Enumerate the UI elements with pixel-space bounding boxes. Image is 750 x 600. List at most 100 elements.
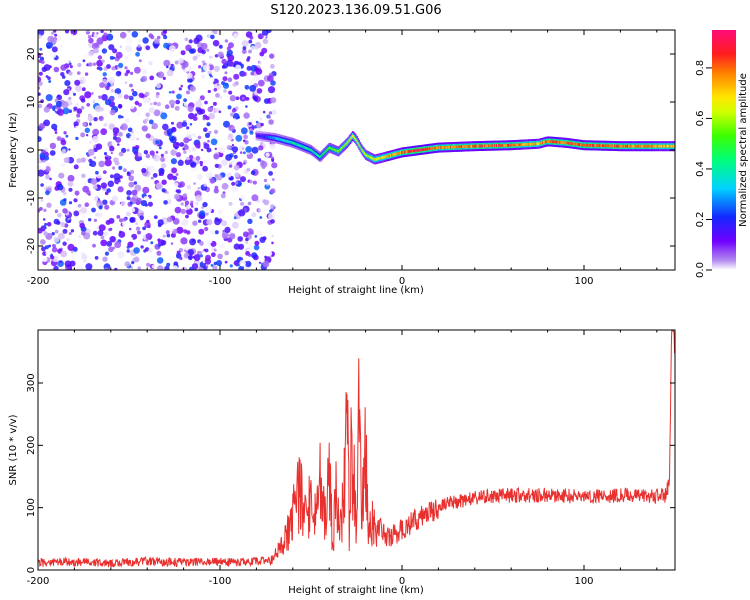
spectrogram-ridge-core — [487, 144, 489, 148]
spectrogram-noise-cell — [218, 209, 223, 215]
x-tick-label: 100 — [574, 276, 593, 287]
spectrogram-noise-cell — [81, 253, 88, 260]
spectrogram-ridge-core — [355, 138, 357, 141]
spectrogram-noise-cell — [151, 255, 158, 262]
spectrogram-noise-cell — [131, 88, 135, 92]
spectrogram-noise-cell — [109, 55, 114, 60]
spectrogram-noise-cell — [151, 264, 156, 269]
spectrogram-ridge-core — [475, 144, 477, 148]
spectrogram-ridge-core — [290, 141, 293, 144]
spectrogram-ridge-core — [372, 157, 375, 161]
spectrogram-noise-cell — [113, 157, 119, 163]
spectrogram-ridge-core — [454, 145, 457, 149]
spectrogram-ridge-core — [602, 144, 604, 148]
spectrogram-noise-cell — [108, 76, 116, 84]
spectrogram-ridge-core — [509, 143, 511, 147]
spectrogram-noise-cell — [73, 198, 78, 203]
spectrogram-noise-cell — [63, 157, 70, 164]
spectrogram-noise-cell — [192, 55, 198, 61]
spectrogram-noise-cell — [168, 45, 176, 52]
spectrogram-ridge-core — [650, 144, 652, 148]
spectrogram-noise-cell — [162, 234, 166, 238]
spectrogram-ridge-core — [597, 144, 600, 147]
spectrogram-noise-cell — [108, 123, 116, 130]
spectrogram-noise-cell — [135, 137, 139, 140]
spectrogram-noise-cell — [138, 39, 142, 43]
spectrogram-ridge-core — [278, 137, 281, 141]
spectrogram-noise-cell — [205, 116, 210, 121]
spectrogram-noise-cell — [95, 143, 103, 150]
spectrogram-noise-cell — [181, 60, 189, 68]
spectrogram-noise-cell — [231, 158, 238, 165]
spectrogram-noise-cell — [88, 37, 94, 44]
spectrogram-ridge-core — [297, 143, 299, 147]
spectrogram-ridge-core — [261, 134, 263, 138]
spectrogram-noise-cell — [103, 123, 107, 127]
spectrogram-noise-cell — [161, 188, 166, 193]
spectrogram-noise-cell — [237, 236, 243, 242]
spectrogram-noise-cell — [118, 131, 123, 137]
spectrogram-noise-cell — [113, 173, 121, 181]
spectrogram-noise-cell — [245, 97, 250, 101]
spectrogram-noise-cell — [178, 181, 185, 188]
spectrogram-noise-cell — [160, 156, 166, 162]
spectrogram-noise-cell — [135, 217, 141, 223]
spectrogram-ridge-core — [368, 155, 370, 158]
spectrogram-noise-cell — [108, 145, 115, 152]
spectrogram-noise-cell — [140, 245, 144, 249]
spectrogram-noise-cell — [51, 31, 55, 35]
spectrogram-noise-cell — [68, 148, 71, 151]
spectrogram-ridge-core — [498, 144, 500, 147]
spectrogram-ridge-core — [560, 141, 563, 144]
spectrogram-noise-cell — [118, 218, 124, 223]
spectrogram-noise-cell — [162, 123, 169, 131]
spectrogram-noise-cell — [269, 209, 273, 213]
spectrogram-ridge-core — [445, 145, 448, 149]
spectrogram-ridge-core — [627, 144, 629, 148]
spectrogram-noise-cell — [261, 47, 268, 54]
spectrogram-noise-cell — [96, 66, 100, 70]
spectrogram-noise-cell — [222, 63, 229, 69]
spectrogram-noise-cell — [88, 218, 92, 222]
spectrogram-noise-cell — [62, 241, 67, 246]
spectrogram-ridge-core — [628, 144, 630, 148]
spectrogram-noise-cell — [141, 167, 147, 174]
spectrogram-noise-cell — [93, 117, 98, 122]
spectrogram-ridge-core — [519, 143, 521, 147]
spectrogram-ridge-core — [279, 138, 282, 141]
spectrogram-noise-cell — [133, 256, 140, 263]
spectrogram-noise-cell — [101, 59, 105, 63]
spectrogram-noise-cell — [176, 250, 181, 255]
spectrogram-ridge-core — [326, 148, 329, 151]
spectrogram-noise-cell — [40, 60, 45, 64]
spectrogram-ridge-core — [450, 145, 452, 149]
spectrogram-ridge-core — [607, 144, 609, 148]
spectrogram-ridge-core — [642, 144, 644, 148]
spectrogram-ridge-core — [624, 144, 627, 148]
spectrogram-noise-cell — [38, 34, 42, 39]
spectrogram-noise-cell — [128, 181, 135, 188]
spectrogram-ridge-core — [600, 144, 603, 148]
spectrogram-ridge-core — [482, 144, 485, 148]
spectrogram-noise-cell — [47, 35, 55, 43]
spectrogram-ridge-core — [568, 141, 570, 145]
spectrogram-noise-cell — [241, 40, 249, 48]
spectrogram-ridge-core — [304, 146, 307, 150]
spectrogram-ridge-core — [296, 143, 298, 146]
spectrogram-noise-cell — [102, 72, 107, 77]
spectrogram-noise-cell — [129, 134, 136, 142]
spectrogram-noise-cell — [202, 260, 206, 264]
spectrogram-ridge-core — [504, 144, 507, 147]
spectrogram-noise-cell — [213, 248, 217, 252]
spectrogram-ridge-core — [486, 144, 488, 148]
spectrogram-noise-cell — [257, 79, 265, 87]
spectrogram-noise-cell — [226, 145, 232, 150]
spectrogram-noise-cell — [124, 72, 129, 77]
spectrogram-noise-cell — [189, 202, 194, 206]
spectrogram-noise-cell — [68, 232, 72, 235]
spectrogram-ridge-core — [332, 147, 334, 151]
spectrogram-noise-cell — [119, 31, 127, 39]
spectrogram-ridge-core — [422, 148, 425, 151]
spectrogram-ridge-core — [417, 148, 419, 152]
spectrogram-noise-cell — [38, 123, 46, 130]
